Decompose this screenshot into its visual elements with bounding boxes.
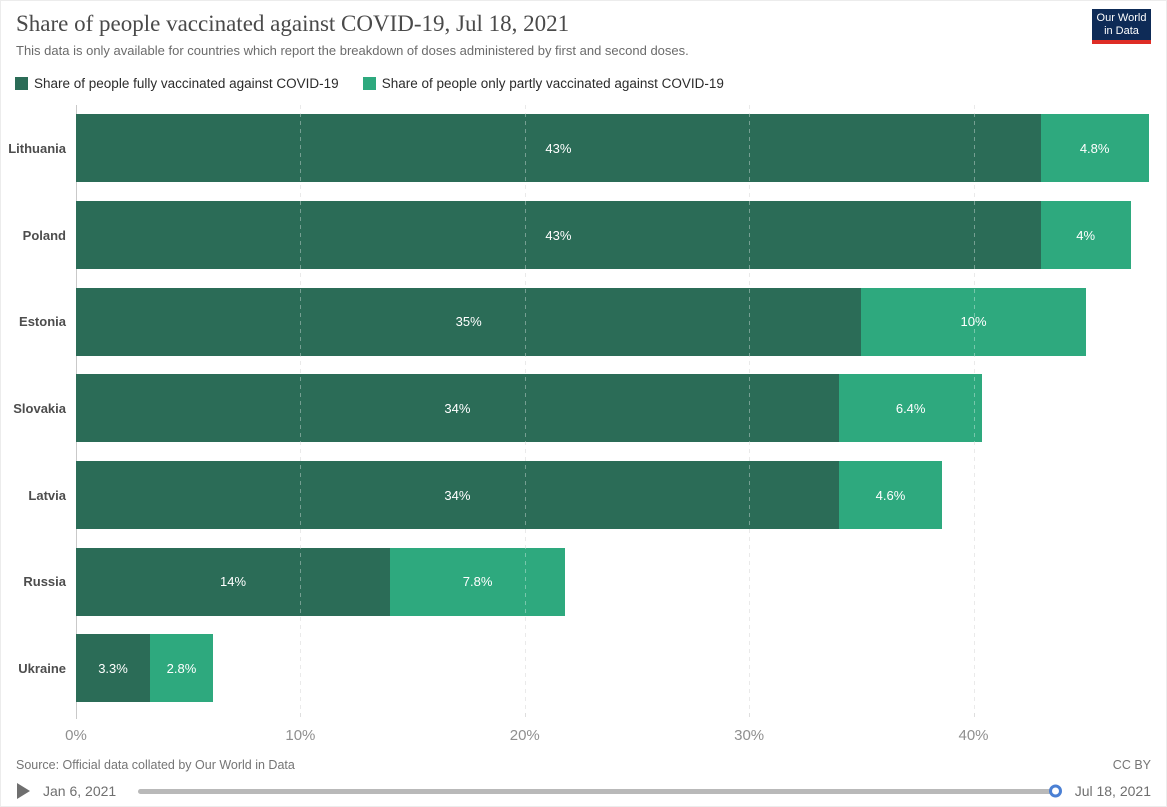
country-label[interactable]: Ukraine: [18, 660, 66, 676]
bar-segment-partly[interactable]: 4.8%: [1040, 114, 1149, 183]
timeline-end-date: Jul 18, 2021: [1074, 783, 1151, 799]
stacked-bar[interactable]: 3.3% 2.8%: [76, 634, 213, 703]
owid-logo[interactable]: Our World in Data: [1092, 9, 1151, 44]
page-title: Share of people vaccinated against COVID…: [16, 11, 570, 36]
bar-value-label: 34%: [444, 487, 471, 503]
x-axis-tick-label: 20%: [509, 727, 540, 744]
bar-segment-fully[interactable]: 34%: [76, 374, 839, 443]
bar-segment-fully[interactable]: 34%: [76, 461, 839, 530]
bar-segment-fully[interactable]: 35%: [76, 287, 862, 356]
plot-area: Lithuania 43% 4.8% Poland 43% 4% Estonia 35% 10%…: [8, 105, 1153, 712]
legend: Share of people fully vaccinated against…: [15, 76, 748, 91]
legend-item-partly-vaccinated[interactable]: Share of people only partly vaccinated a…: [362, 76, 724, 91]
bar-segment-partly[interactable]: 7.8%: [390, 547, 566, 616]
play-icon[interactable]: [17, 783, 30, 799]
country-label[interactable]: Lithuania: [8, 140, 66, 156]
legend-label: Share of people only partly vaccinated a…: [381, 76, 724, 91]
x-axis-tick-label: 40%: [958, 727, 989, 744]
country-label[interactable]: Russia: [23, 574, 66, 590]
source-text: Source: Official data collated by Our Wo…: [16, 758, 295, 772]
bar-value-label: 43%: [545, 140, 572, 156]
timeline-slider[interactable]: [138, 784, 1062, 798]
x-axis-tick-label: 30%: [734, 727, 765, 744]
x-axis-tick-label: 0%: [65, 727, 87, 744]
stacked-bar[interactable]: 43% 4.8%: [76, 114, 1149, 183]
bar-segment-partly[interactable]: 10%: [861, 287, 1086, 356]
country-label[interactable]: Estonia: [19, 314, 66, 330]
bar-segment-fully[interactable]: 43%: [76, 114, 1041, 183]
bar-value-label: 4.8%: [1079, 140, 1110, 156]
country-label[interactable]: Poland: [22, 227, 66, 243]
bar-value-label: 35%: [455, 314, 482, 330]
license-link[interactable]: CC BY: [1112, 758, 1151, 772]
legend-swatch-partly-icon: [362, 77, 376, 90]
bar-value-label: 3.3%: [98, 660, 128, 676]
owid-logo-text-line1: Our World: [1096, 12, 1147, 24]
stacked-bar[interactable]: 34% 6.4%: [76, 374, 983, 443]
owid-logo-text-line2: in Data: [1104, 25, 1139, 37]
bar-segment-fully[interactable]: 3.3%: [76, 634, 151, 703]
bar-value-label: 14%: [220, 574, 247, 590]
bar-row: Slovakia 34% 6.4%: [13, 365, 1153, 452]
country-label[interactable]: Slovakia: [13, 400, 66, 416]
legend-item-fully-vaccinated[interactable]: Share of people fully vaccinated against…: [15, 76, 339, 91]
stacked-bar[interactable]: 35% 10%: [76, 287, 1086, 356]
timeline-handle[interactable]: [1048, 784, 1062, 798]
bar-row: Poland 43% 4%: [23, 192, 1153, 279]
bar-value-label: 43%: [545, 227, 572, 243]
country-label[interactable]: Latvia: [28, 487, 66, 503]
owid-logo-red-strip: [1092, 40, 1151, 44]
timeline: Jan 6, 2021 Jul 18, 2021: [17, 778, 1151, 804]
bar-value-label: 4.6%: [875, 487, 906, 503]
bar-value-label: 7.8%: [462, 574, 493, 590]
bar-segment-fully[interactable]: 14%: [76, 547, 391, 616]
x-axis-tick-label: 10%: [285, 727, 316, 744]
bar-value-label: 34%: [444, 400, 471, 416]
owid-logo-background: Our World in Data: [1092, 9, 1151, 40]
footer: Source: Official data collated by Our Wo…: [16, 758, 1151, 772]
stacked-bar[interactable]: 34% 4.6%: [76, 461, 943, 530]
timeline-start-date: Jan 6, 2021: [43, 783, 117, 799]
x-axis-labels: 0% 10% 20% 30% 40%: [1, 727, 1166, 747]
legend-label: Share of people fully vaccinated against…: [34, 76, 339, 91]
legend-swatch-fully-icon: [15, 77, 28, 90]
stacked-bar[interactable]: 43% 4%: [76, 201, 1131, 270]
bar-row: Latvia 34% 4.6%: [28, 452, 1153, 539]
bar-value-label: 6.4%: [895, 400, 926, 416]
bar-segment-partly[interactable]: 4.6%: [838, 461, 943, 530]
bar-row: Ukraine 3.3% 2.8%: [18, 625, 1153, 712]
bar-row: Estonia 35% 10%: [19, 278, 1153, 365]
stacked-bar[interactable]: 14% 7.8%: [76, 547, 566, 616]
bar-segment-partly[interactable]: 6.4%: [838, 374, 983, 443]
chart-subtitle: This data is only available for countrie…: [16, 43, 689, 58]
bar-segment-partly[interactable]: 4%: [1040, 201, 1131, 270]
bar-value-label: 4%: [1076, 227, 1096, 243]
bar-row: Lithuania 43% 4.8%: [8, 105, 1153, 192]
bar-segment-partly[interactable]: 2.8%: [150, 634, 213, 703]
bar-segment-fully[interactable]: 43%: [76, 201, 1041, 270]
bar-value-label: 2.8%: [166, 660, 197, 676]
bar-value-label: 10%: [960, 314, 987, 330]
bar-row: Russia 14% 7.8%: [23, 538, 1153, 625]
